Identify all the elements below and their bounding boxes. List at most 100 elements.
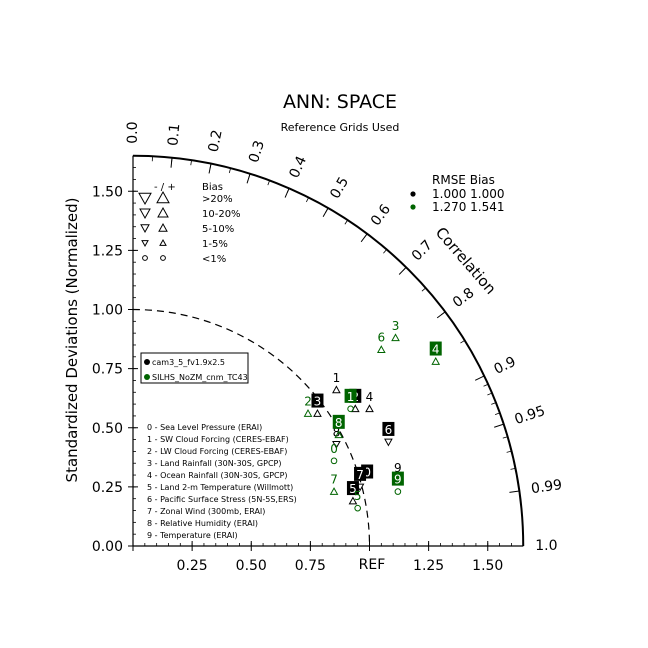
correlation-minor-tick [506,450,512,453]
x-tick-label: 0.50 [236,558,267,574]
point-label-box [332,414,345,429]
chart-subtitle: Reference Grids Used [281,121,400,134]
correlation-tick [474,375,485,381]
correlation-minor-tick [190,160,192,166]
point-marker [355,483,365,492]
point-label: 6 [385,423,393,437]
point-marker [431,357,441,365]
point-marker [354,504,361,512]
text-group: ANN: SPACE Reference Grids Used Standard… [63,91,500,573]
point-label: 9 [394,461,402,475]
correlation-tick [398,266,407,275]
bias-legend-signs: - / + [154,182,176,193]
point-marker [303,409,313,417]
correlation-minor-tick [483,383,489,387]
bias-legend-plus-marker [159,238,167,246]
variable-legend-item: 8 - Relative Humidity (ERAI) [147,519,258,528]
y-tick-label: 1.25 [92,243,123,259]
correlation-tick-label: 0.9 [492,354,519,378]
point-marker [376,345,386,354]
case-legend-name: SILHS_NoZM_cnm_TC43 [152,373,248,382]
correlation-tick [509,490,520,493]
y-tick-label: 1.00 [92,303,123,319]
correlation-minor-tick [305,197,309,203]
point-label: 7 [356,468,364,482]
correlation-tick-label: 0.95 [513,403,548,428]
y-tick-label: 1.50 [92,184,123,200]
correlation-minor-tick [491,402,497,405]
point-label: 5 [349,482,357,496]
point-label: 1 [347,390,355,404]
point-label: 5 [354,489,362,503]
y-tick-label: 0.75 [92,362,123,378]
bias-legend-minus-marker [141,240,149,248]
point-label: 1 [333,371,341,385]
rmse-row-dot [410,191,416,197]
correlation-tick [360,233,368,243]
y-axis-label: Standardized Deviations (Normalized) [63,198,81,483]
bias-legend-minus-marker [140,224,150,234]
bias-legend-label: >20% [202,194,233,205]
ref-label: REF [359,557,386,573]
correlation-minor-tick [421,287,426,292]
case-legend-dot [144,359,150,365]
correlation-tick-label: 1.0 [535,538,557,554]
point-label: 0 [330,442,338,456]
variable-legend-item: 7 - Zonal Wind (300mb, ERAI) [147,507,265,516]
correlation-minor-tick [344,219,348,225]
y-tick-label: 0.50 [92,421,123,437]
rmse-row-dot [410,204,416,210]
correlation-tick-label: 0.99 [530,477,563,497]
correlation-tick-label: 0.7 [409,237,436,264]
correlation-tick-label: 0.1 [165,123,183,147]
x-tick-label: 0.75 [295,558,326,574]
point-marker [332,441,341,449]
point-label-box [429,341,442,356]
correlation-minor-tick [487,392,493,396]
rmse-row-values: 1.000 1.000 [432,187,505,201]
correlation-minor-tick [502,436,508,439]
correlation-tick [170,157,173,168]
bias-legend-plus-marker [157,206,169,218]
point-label: 0 [363,466,371,480]
x-tick-label: 1.25 [413,558,444,574]
axes-group [132,154,525,547]
point-marker [332,385,341,394]
reference-std-arc [132,308,371,547]
correlation-minor-tick [383,249,387,254]
point-label: 3 [392,319,400,333]
point-label: 4 [432,343,440,357]
variable-legend-item: 9 - Temperature (ERAI) [147,531,238,540]
point-label: 9 [394,473,402,487]
rmse-bias-header: RMSE Bias [432,173,495,187]
x-tick-label: 1.50 [472,558,503,574]
bias-legend-minus-marker [139,208,151,220]
point-marker [348,496,358,505]
point-marker [329,487,339,495]
point-label-box [391,471,404,486]
correlation-tick-label: 0.3 [246,139,268,165]
correlation-tick [322,207,329,217]
bias-legend-label: 10-20% [202,209,241,220]
variable-legend-item: 3 - Land Rainfall (30N-30S, GPCP) [147,459,281,468]
point-label-box [382,421,395,436]
correlation-tick [436,311,446,319]
case-legend-dot [144,374,150,380]
correlation-minor-tick [510,467,516,470]
x-tick-label: 0.25 [177,558,208,574]
bias-legend-plus-marker [160,255,166,261]
correlation-minor-tick [460,340,465,344]
chart-title: ANN: SPACE [283,91,397,113]
point-label: 8 [333,425,341,439]
bias-legend-label: <1% [202,254,226,265]
variable-legend-item: 6 - Pacific Surface Stress (5N-5S,ERS) [147,495,297,504]
point-label: 2 [304,395,312,409]
correlation-minor-tick [267,180,270,186]
point-marker [334,430,344,439]
correlation-arc [132,154,525,547]
variable-legend-item: 5 - Land 2-m Temperature (Willmott) [147,483,293,492]
correlation-tick [284,188,290,198]
point-marker [394,488,402,495]
point-marker [347,405,354,413]
